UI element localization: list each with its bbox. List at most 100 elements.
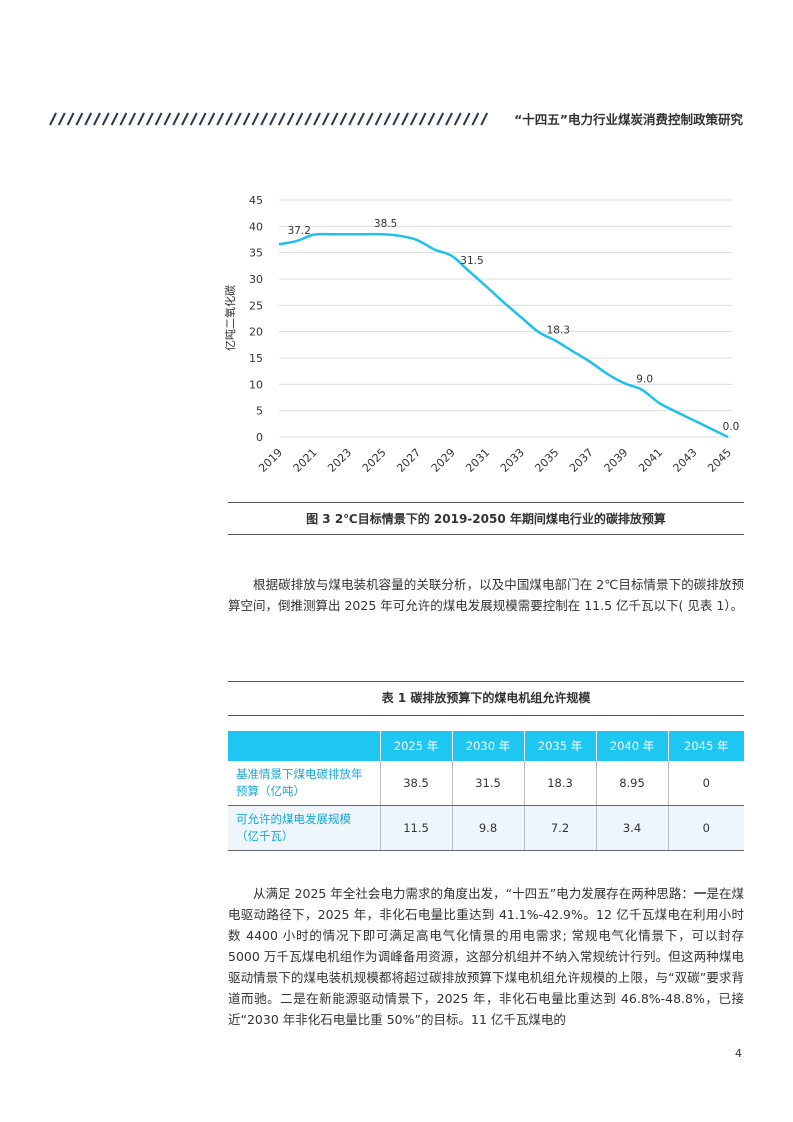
stripe-mark bbox=[233, 112, 242, 126]
header-cell: 2030 年 bbox=[452, 731, 525, 761]
x-tick-label: 2033 bbox=[498, 446, 527, 475]
stripe-mark bbox=[84, 112, 93, 126]
stripe-mark bbox=[172, 112, 181, 126]
stripe-mark bbox=[260, 112, 269, 126]
stripe-mark bbox=[269, 112, 277, 126]
y-tick-label: 15 bbox=[249, 352, 263, 365]
x-tick-label: 2029 bbox=[429, 446, 458, 475]
stripe-mark bbox=[154, 112, 163, 126]
stripe-mark bbox=[57, 112, 66, 126]
stripe-mark bbox=[66, 112, 75, 126]
table-row: 可允许的煤电发展规模（亿千瓦） 11.5 9.8 7.2 3.4 0 bbox=[228, 805, 744, 851]
table-cell: 31.5 bbox=[452, 761, 525, 806]
stripe-mark bbox=[427, 112, 436, 126]
data-label: 38.5 bbox=[374, 218, 397, 230]
emission-budget-table: 2025 年 2030 年 2035 年 2040 年 2045 年 基准情景下… bbox=[228, 731, 744, 851]
stripe-mark bbox=[401, 112, 409, 126]
stripe-mark bbox=[207, 112, 216, 126]
table-cell: 38.5 bbox=[380, 761, 453, 806]
data-label: 31.5 bbox=[460, 255, 483, 267]
x-tick-label: 2027 bbox=[394, 446, 423, 475]
stripe-mark bbox=[198, 112, 207, 126]
page-number: 4 bbox=[735, 1047, 742, 1060]
stripe-mark bbox=[137, 112, 145, 126]
stripe-mark bbox=[251, 112, 260, 126]
stripe-mark bbox=[295, 112, 304, 126]
row-label: 可允许的煤电发展规模（亿千瓦） bbox=[228, 805, 381, 851]
data-label: 9.0 bbox=[636, 374, 653, 386]
row-label: 基准情景下煤电碳排放年预算（亿吨） bbox=[228, 761, 381, 806]
figure-rule-top bbox=[228, 502, 744, 503]
table-rule-top bbox=[228, 681, 744, 682]
paragraph-2-start: 从满足 2025 年全社会电力需求的角度出发，“十四五”电力发展存在两种思路： bbox=[253, 886, 694, 901]
stripe-mark bbox=[453, 112, 462, 126]
paragraph-1: 根据碳排放与煤电装机容量的关联分析，以及中国煤电部门在 2℃目标情景下的碳排放预… bbox=[228, 574, 744, 616]
table-rule-bottom bbox=[228, 715, 744, 716]
table-row: 基准情景下煤电碳排放年预算（亿吨） 38.5 31.5 18.3 8.95 0 bbox=[228, 761, 744, 806]
table-header-row: 2025 年 2030 年 2035 年 2040 年 2045 年 bbox=[228, 731, 744, 761]
y-tick-label: 25 bbox=[249, 299, 263, 312]
y-tick-label: 35 bbox=[249, 247, 263, 260]
stripe-mark bbox=[365, 112, 374, 126]
table-cell: 8.95 bbox=[596, 761, 669, 806]
stripe-mark bbox=[330, 112, 339, 126]
header-title: “十四五”电力行业煤炭消费控制政策研究 bbox=[514, 112, 743, 127]
table-cell: 9.8 bbox=[452, 805, 525, 851]
x-tick-label: 2041 bbox=[636, 446, 665, 475]
stripe-mark bbox=[409, 112, 418, 126]
y-tick-label: 20 bbox=[249, 326, 263, 339]
stripe-mark bbox=[321, 112, 330, 126]
stripe-mark bbox=[471, 112, 480, 126]
stripe-mark bbox=[383, 112, 392, 126]
stripe-mark bbox=[145, 112, 154, 126]
y-tick-label: 45 bbox=[249, 194, 263, 207]
stripe-mark bbox=[339, 112, 348, 126]
stripe-mark bbox=[436, 112, 445, 126]
series-line bbox=[278, 232, 729, 439]
x-tick-label: 2021 bbox=[291, 446, 320, 475]
y-tick-label: 0 bbox=[256, 431, 263, 444]
y-tick-label: 30 bbox=[249, 273, 263, 286]
stripe-mark bbox=[348, 112, 357, 126]
data-label: 18.3 bbox=[547, 325, 570, 337]
paragraph-2-rest: 是在煤电驱动路径下，2025 年，非化石电量比重达到 41.1%-42.9%。1… bbox=[228, 886, 744, 1027]
x-tick-label: 2035 bbox=[532, 446, 561, 475]
y-axis-label: 亿吨二氧化碳 bbox=[224, 285, 237, 351]
figure-caption: 图 3 2℃目标情景下的 2019-2050 年期间煤电行业的碳排放预算 bbox=[306, 512, 666, 526]
table-caption: 表 1 碳排放预算下的煤电机组允许规模 bbox=[381, 691, 591, 705]
stripe-mark bbox=[110, 112, 119, 126]
header-cell: 2025 年 bbox=[380, 731, 453, 761]
paragraph-1-text: 根据碳排放与煤电装机容量的关联分析，以及中国煤电部门在 2℃目标情景下的碳排放预… bbox=[228, 577, 744, 613]
stripe-mark bbox=[128, 112, 137, 126]
x-tick-label: 2045 bbox=[705, 446, 734, 475]
stripe-mark bbox=[374, 112, 383, 126]
header-stripes-decoration bbox=[49, 112, 488, 126]
data-label: 37.2 bbox=[288, 225, 311, 237]
paragraph-2: 从满足 2025 年全社会电力需求的角度出发，“十四五”电力发展存在两种思路：一… bbox=[228, 883, 744, 1030]
stripe-mark bbox=[277, 112, 286, 126]
x-tick-label: 2019 bbox=[256, 446, 285, 475]
stripe-mark bbox=[216, 112, 225, 126]
x-tick-label: 2025 bbox=[360, 446, 389, 475]
stripe-mark bbox=[462, 112, 471, 126]
stripe-mark bbox=[242, 112, 251, 126]
stripe-mark bbox=[49, 112, 57, 126]
stripe-mark bbox=[119, 112, 128, 126]
x-tick-label: 2043 bbox=[671, 446, 700, 475]
y-tick-label: 40 bbox=[249, 220, 263, 233]
y-tick-label: 5 bbox=[256, 405, 263, 418]
stripe-mark bbox=[480, 112, 488, 126]
y-tick-label: 10 bbox=[249, 378, 263, 391]
table-cell: 0 bbox=[668, 805, 744, 851]
stripe-mark bbox=[93, 112, 101, 126]
stripe-mark bbox=[313, 112, 321, 126]
stripe-mark bbox=[75, 112, 84, 126]
paragraph-2-bold-lead: 一 bbox=[693, 886, 707, 901]
table-cell: 18.3 bbox=[524, 761, 597, 806]
paragraph-2-text: 从满足 2025 年全社会电力需求的角度出发，“十四五”电力发展存在两种思路：一… bbox=[228, 883, 744, 1030]
stripe-mark bbox=[357, 112, 365, 126]
header-cell: 2040 年 bbox=[596, 731, 669, 761]
data-label: 0.0 bbox=[723, 421, 740, 433]
table-cell: 3.4 bbox=[596, 805, 669, 851]
